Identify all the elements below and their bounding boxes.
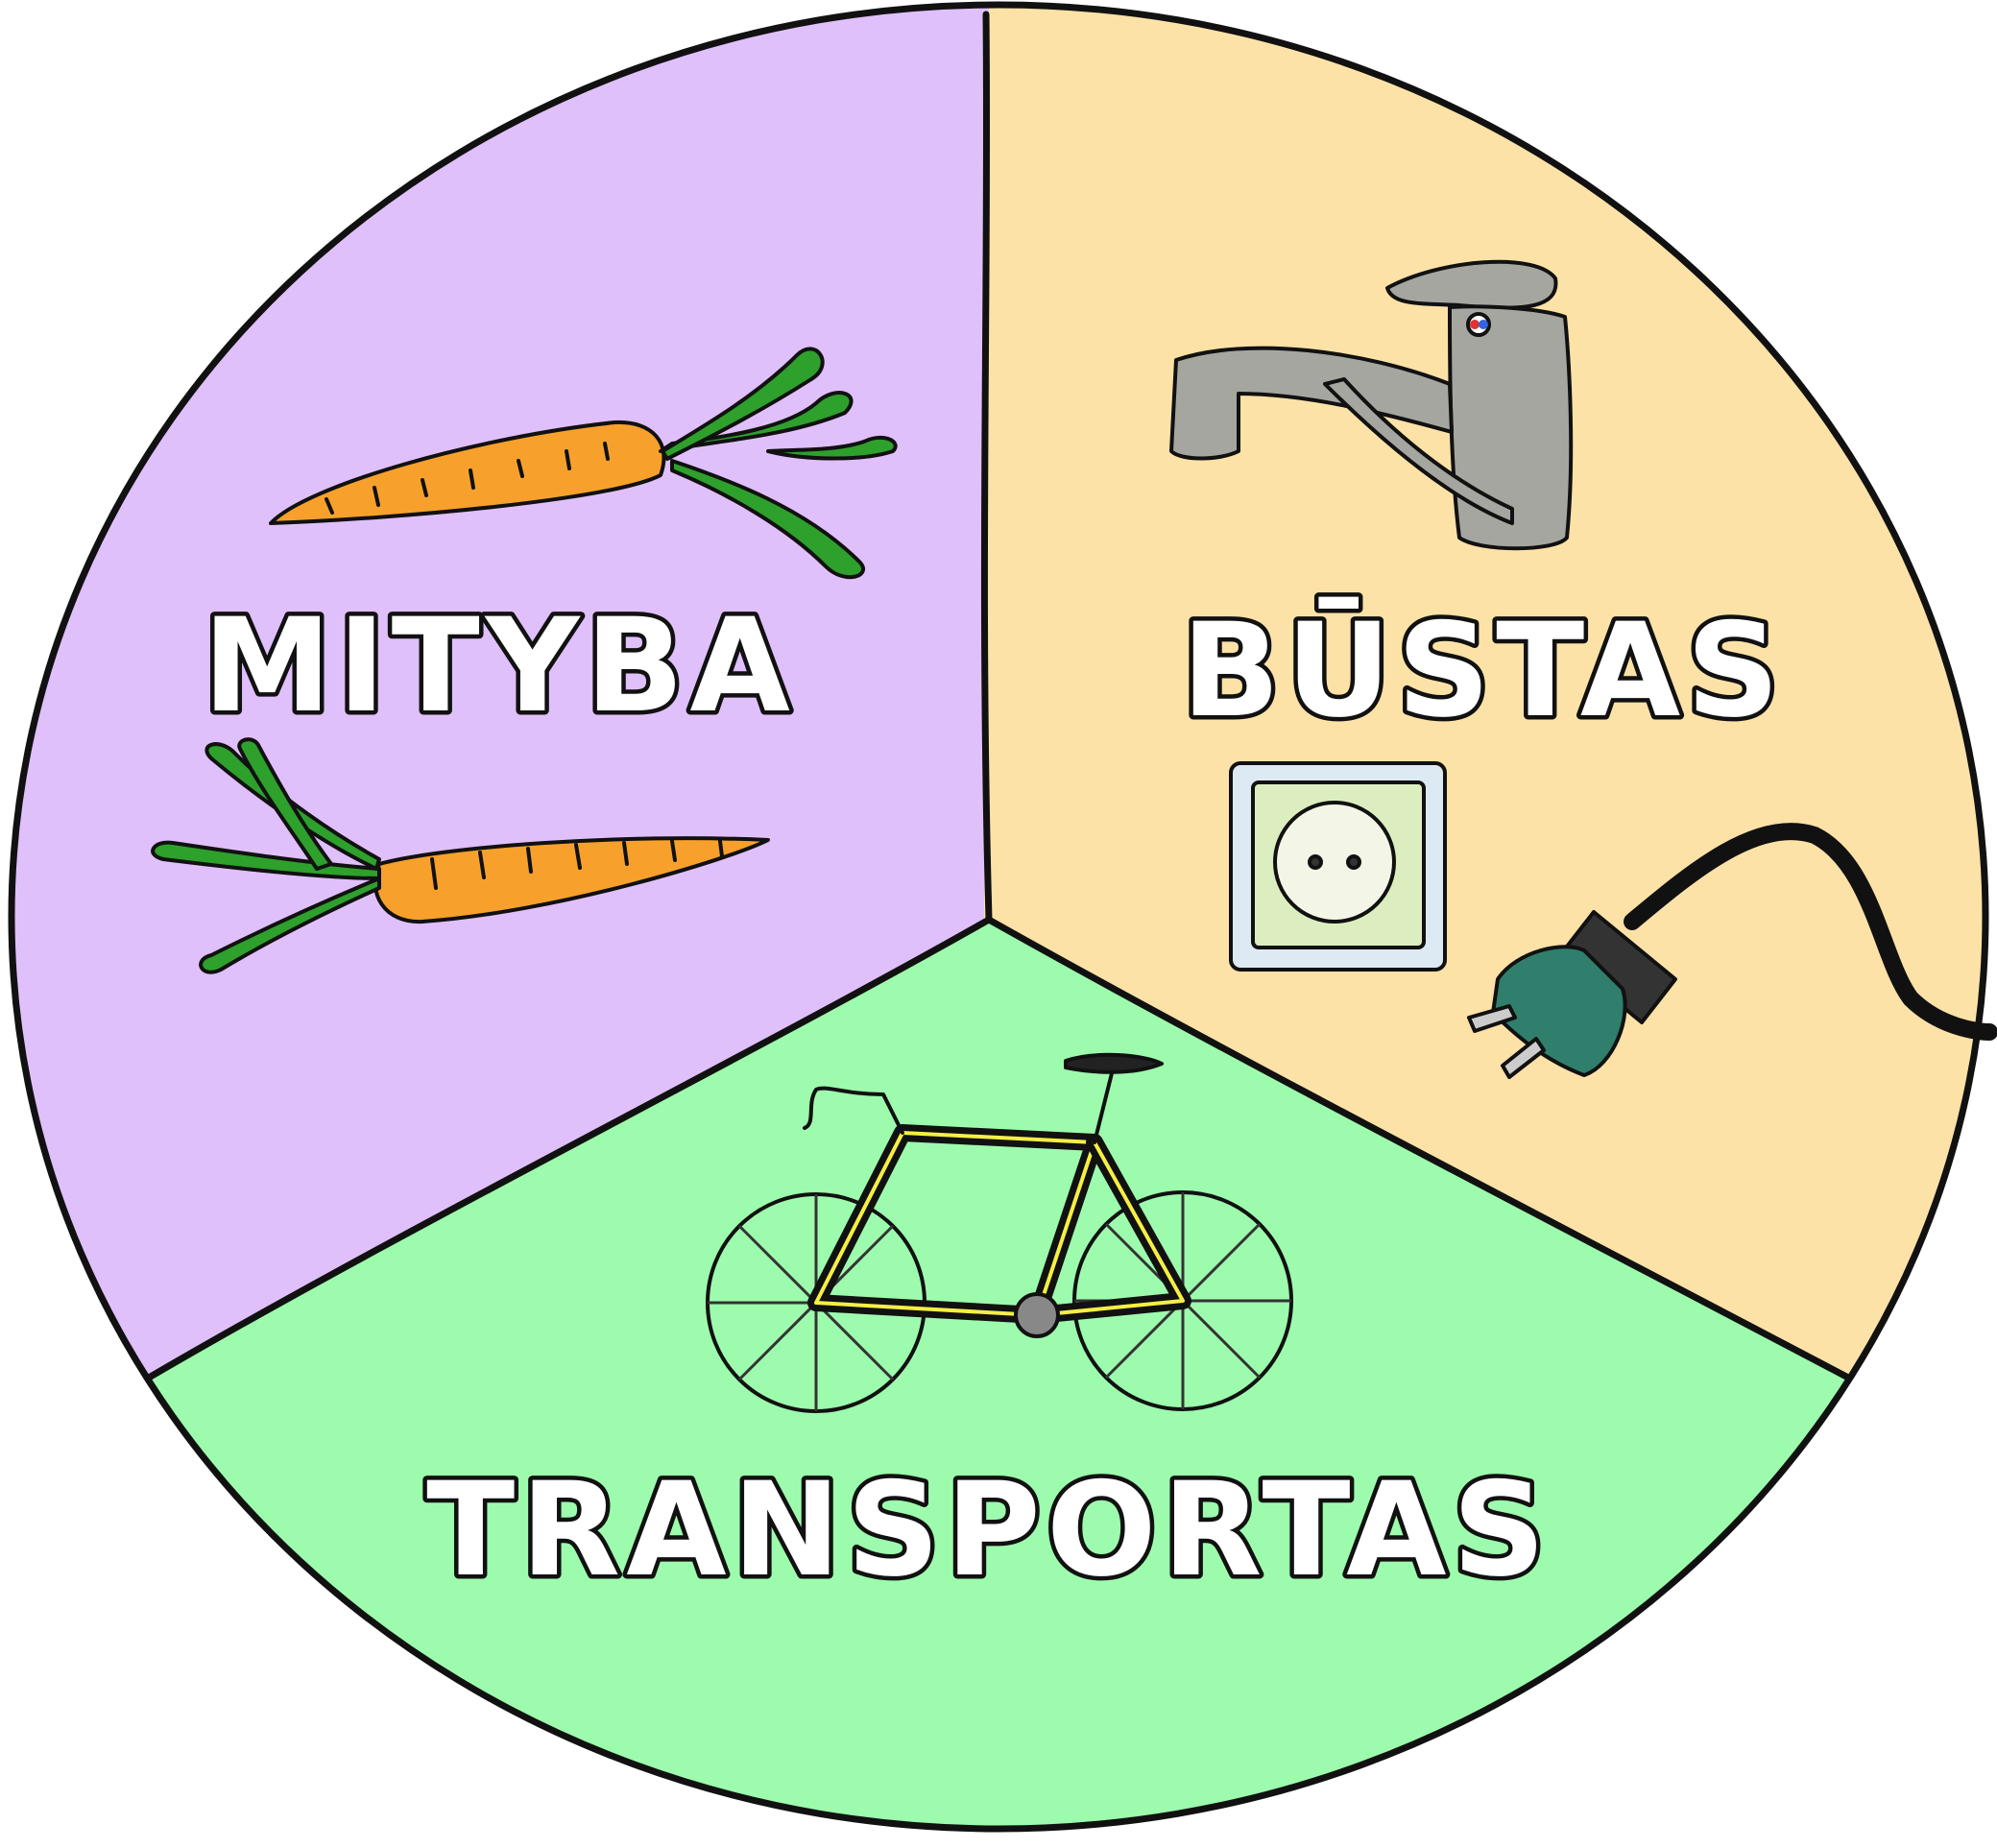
segment-label-mityba: MITYBA	[203, 590, 796, 741]
carrot-icon	[269, 347, 898, 580]
segment-transportas	[12, 920, 1985, 1829]
segment-dividers	[145, 11, 1852, 1381]
segment-label-transportas: TRANSPORTAS	[426, 1454, 1552, 1605]
power-plug-icon	[1467, 823, 1997, 1079]
segment-bustas	[984, 5, 1985, 1829]
segment-mityba	[12, 5, 989, 1829]
bicycle-icon	[706, 1052, 1293, 1413]
carrot-icon	[151, 737, 770, 974]
pie-outline	[8, 1, 1989, 1833]
faucet-icon	[1169, 259, 1574, 551]
power-socket-icon	[1229, 761, 1447, 972]
segment-label-bustas: BŪSTAS	[1181, 595, 1785, 746]
